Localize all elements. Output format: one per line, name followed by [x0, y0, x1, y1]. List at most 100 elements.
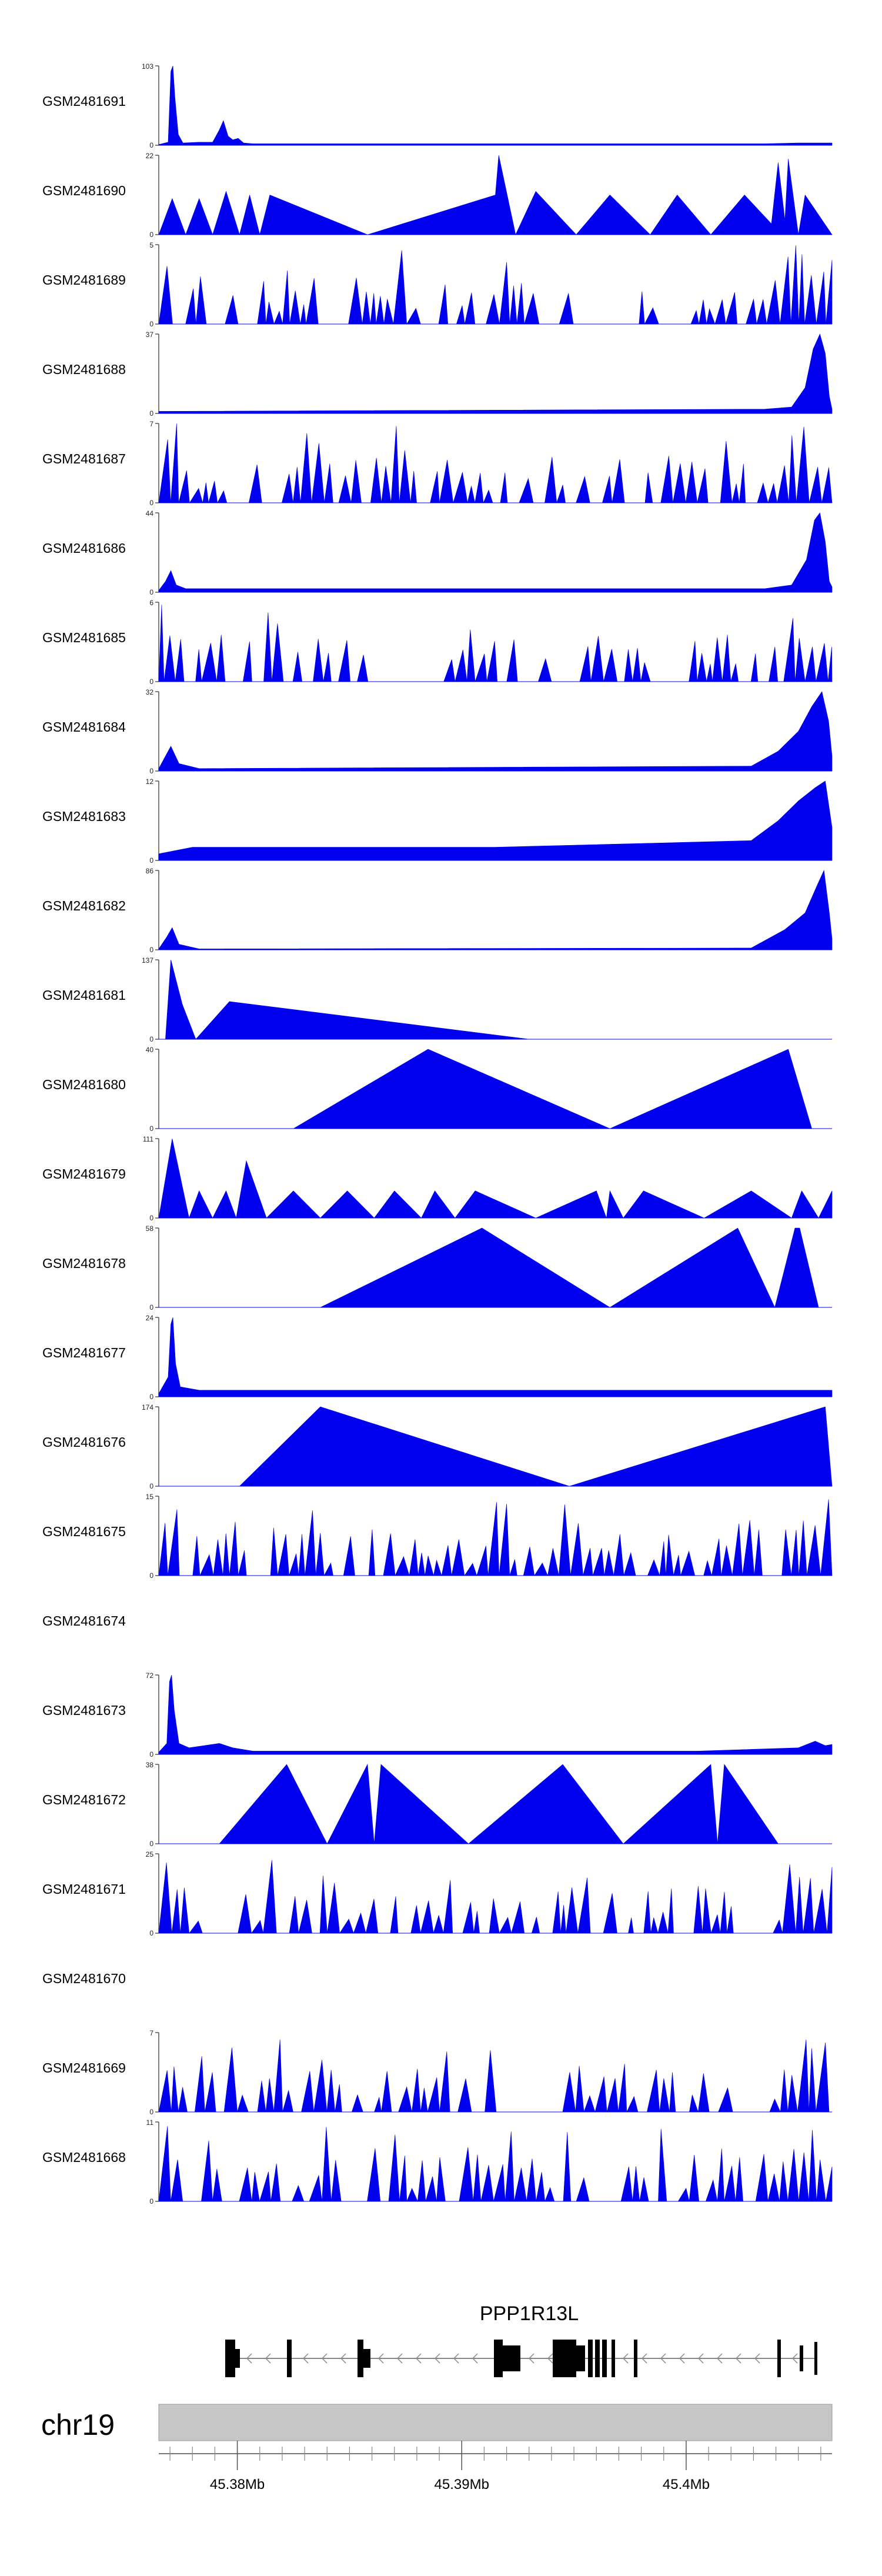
gene-exon [777, 2340, 781, 2377]
y-min-label: 0 [149, 1303, 153, 1312]
coverage-signal [158, 245, 833, 325]
track-label: GSM2481669 [42, 2060, 126, 2076]
track-GSM2481682: GSM2481682 86 0 [42, 867, 833, 954]
strand-arrow [660, 2353, 666, 2364]
gene-exon [225, 2340, 235, 2377]
y-max-label: 58 [146, 1224, 154, 1233]
track-GSM2481670: GSM2481670 [42, 1971, 126, 1986]
y-min-label: 0 [149, 320, 153, 328]
y-min-label: 0 [149, 1035, 153, 1043]
strand-arrow [340, 2353, 346, 2364]
track-GSM2481672: GSM2481672 38 0 [42, 1761, 832, 1848]
y-max-label: 44 [146, 509, 154, 518]
coverage-signal [158, 2039, 832, 2113]
gene-name-label: PPP1R13L [480, 2303, 579, 2325]
gene-exon [235, 2349, 240, 2368]
track-GSM2481687: GSM2481687 7 0 [42, 420, 833, 507]
y-max-label: 40 [146, 1046, 154, 1054]
y-max-label: 24 [146, 1314, 154, 1322]
gene-exon [588, 2340, 593, 2377]
track-GSM2481680: GSM2481680 40 0 [42, 1046, 832, 1133]
strand-arrow [377, 2353, 384, 2364]
coverage-signal [158, 423, 833, 504]
strand-arrow [697, 2353, 704, 2364]
coverage-signal [158, 1860, 833, 1934]
track-GSM2481677: GSM2481677 24 0 [42, 1314, 833, 1401]
strand-arrow [453, 2353, 459, 2364]
track-GSM2481685: GSM2481685 6 0 [42, 599, 833, 686]
strand-arrow [791, 2353, 798, 2364]
track-label: GSM2481678 [42, 1256, 126, 1271]
y-max-label: 25 [146, 1850, 154, 1858]
track-label: GSM2481687 [42, 451, 126, 466]
track-GSM2481676: GSM2481676 174 0 [42, 1403, 833, 1490]
strand-arrow [415, 2353, 422, 2364]
y-max-label: 7 [149, 420, 153, 428]
coverage-signal [158, 691, 833, 772]
track-label: GSM2481668 [42, 2150, 126, 2165]
strand-arrow [679, 2353, 685, 2364]
coverage-signal [158, 1674, 833, 1755]
strand-arrow [434, 2353, 440, 2364]
track-label: GSM2481680 [42, 1077, 126, 1092]
y-min-label: 0 [149, 1214, 153, 1222]
gene-exon [576, 2345, 585, 2371]
major-tick-label: 45.38Mb [210, 2477, 265, 2492]
track-label: GSM2481672 [42, 1792, 126, 1807]
track-GSM2481681: GSM2481681 137 0 [42, 956, 832, 1043]
strand-arrow [321, 2353, 328, 2364]
coverage-signal [158, 869, 833, 950]
y-min-label: 0 [149, 1393, 153, 1401]
y-min-label: 0 [149, 1929, 153, 1937]
strand-arrow [528, 2353, 534, 2364]
y-max-label: 72 [146, 1671, 154, 1680]
y-max-label: 174 [142, 1403, 153, 1412]
coverage-signal [165, 959, 529, 1040]
track-label: GSM2481675 [42, 1524, 126, 1539]
y-min-label: 0 [149, 856, 153, 865]
y-min-label: 0 [149, 767, 153, 775]
track-GSM2481674: GSM2481674 [42, 1613, 126, 1629]
strand-arrow [396, 2353, 403, 2364]
track-label: GSM2481674 [42, 1613, 126, 1629]
track-GSM2481686: GSM2481686 44 0 [42, 509, 833, 596]
track-label: GSM2481682 [42, 898, 126, 913]
y-max-label: 15 [146, 1493, 154, 1501]
y-min-label: 0 [149, 1840, 153, 1848]
major-ticks: 45.38Mb 45.39Mb 45.4Mb [210, 2441, 710, 2492]
gene-exons [225, 2340, 817, 2377]
track-label: GSM2481688 [42, 362, 126, 377]
strand-arrow [622, 2353, 629, 2364]
track-GSM2481684: GSM2481684 32 0 [42, 688, 833, 775]
gene-exon [553, 2340, 576, 2377]
y-min-label: 0 [149, 1571, 153, 1580]
y-min-label: 0 [149, 588, 153, 596]
strand-arrow [641, 2353, 647, 2364]
coverage-signal [158, 1317, 833, 1397]
y-min-label: 0 [149, 1125, 153, 1133]
track-label: GSM2481670 [42, 1971, 126, 1986]
coverage-signal [219, 1763, 779, 1844]
y-min-label: 0 [149, 1750, 153, 1759]
gene-exon [612, 2340, 615, 2377]
gene-exon [363, 2349, 370, 2368]
track-GSM2481679: GSM2481679 111 0 [42, 1135, 833, 1222]
y-min-label: 0 [149, 2197, 153, 2205]
gene-exon [634, 2340, 637, 2377]
track-label: GSM2481685 [42, 630, 126, 645]
major-tick-label: 45.39Mb [435, 2477, 489, 2492]
strand-arrow [754, 2353, 760, 2364]
track-GSM2481668: GSM2481668 11 0 [42, 2118, 833, 2205]
y-min-label: 0 [149, 141, 153, 149]
coverage-tracks: GSM24816911030GSM2481690220GSM248168950G… [42, 62, 833, 2205]
y-max-label: 11 [146, 2118, 154, 2127]
y-max-label: 37 [146, 331, 154, 339]
track-GSM2481690: GSM2481690 22 0 [42, 152, 833, 239]
track-GSM2481689: GSM2481689 5 0 [42, 241, 833, 328]
major-tick-label: 45.4Mb [663, 2477, 710, 2492]
strand-arrow [735, 2353, 741, 2364]
coverage-signal [292, 1049, 813, 1129]
track-GSM2481673: GSM2481673 72 0 [42, 1671, 833, 1759]
track-label: GSM2481677 [42, 1345, 126, 1360]
